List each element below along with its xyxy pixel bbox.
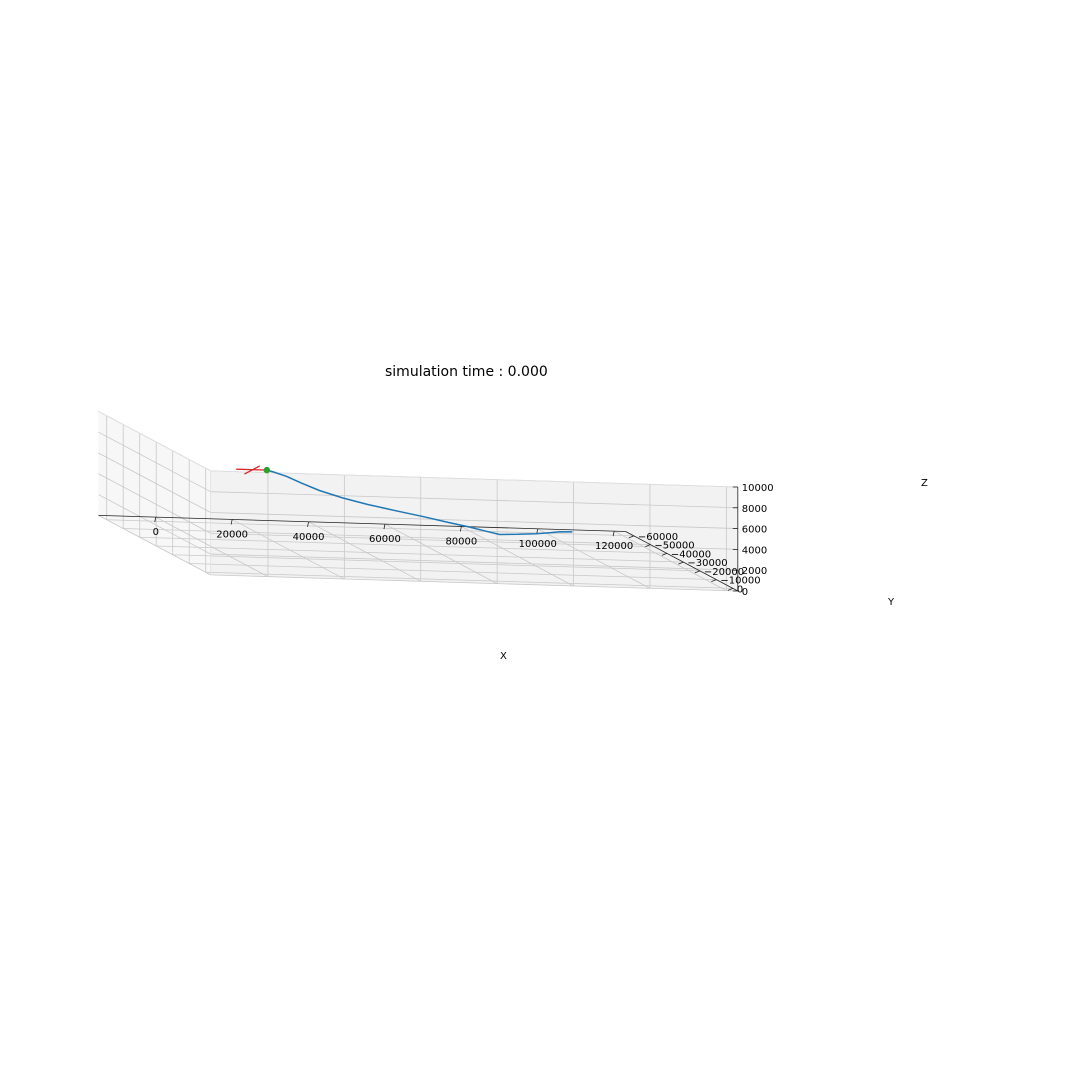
aircraft-marker-segment: [236, 468, 265, 471]
z-gridline-back: [210, 553, 738, 571]
y-tick-mark: [628, 535, 635, 539]
trajectory-line: [266, 469, 573, 536]
z-gridline-side: [98, 473, 211, 534]
x-gridline-floor: [155, 516, 269, 577]
y-gridline-floor: [123, 528, 651, 546]
z-tick-label: 4000: [742, 545, 767, 556]
z-gridline-side: [98, 431, 211, 493]
z-tick-label: 6000: [742, 525, 767, 536]
x-gridline-floor: [537, 528, 651, 589]
current-position-point: [263, 466, 271, 474]
x-tick-mark: [383, 524, 386, 530]
y-tick-label: −40000: [671, 549, 711, 560]
z-gridline-side: [98, 494, 211, 555]
y-axis-label: Y: [887, 597, 895, 608]
aircraft-marker-segment: [244, 465, 261, 475]
y-tick-label: 0: [737, 584, 743, 595]
y-axis-line: [625, 531, 738, 592]
x-tick-mark: [612, 531, 615, 537]
z-axis-label: Z: [921, 478, 928, 489]
z-gridline-side: [98, 452, 211, 513]
y-tick-label: −30000: [687, 558, 727, 569]
y-tick-mark: [645, 544, 651, 547]
x-axis-label: X: [500, 651, 507, 662]
chart-title: simulation time : 0.000: [385, 364, 548, 380]
y-gridline-floor: [205, 571, 733, 589]
y-tick-mark: [694, 570, 701, 574]
z-gridline-back: [210, 574, 738, 592]
x-tick-label: 0: [153, 527, 159, 538]
x-gridline-floor: [613, 530, 727, 591]
x-tick-mark: [230, 519, 233, 525]
y-tick-label: −20000: [704, 567, 744, 578]
y-gridline-floor: [156, 545, 684, 563]
z-gridline-back: [210, 532, 738, 550]
axis-lines: [98, 411, 739, 592]
z-tick-label: 10000: [742, 483, 774, 494]
x-tick-label: 120000: [595, 541, 633, 552]
x-gridline-floor: [461, 526, 574, 587]
series-layer: [236, 465, 573, 536]
y-tick-label: −50000: [654, 541, 694, 552]
y-gridline-floor: [139, 536, 667, 554]
z-gridline-back: [210, 491, 738, 509]
x-tick-label: 100000: [519, 539, 557, 550]
x-tick-label: 20000: [216, 529, 248, 540]
axes-panes: [98, 411, 738, 591]
pane-edge: [98, 411, 211, 472]
y-gridline-floor: [189, 563, 717, 581]
x-gridline-floor: [231, 519, 345, 580]
y-tick-mark: [661, 552, 668, 556]
y-tick-mark: [727, 587, 734, 591]
y-gridline-floor: [172, 554, 700, 572]
tick-labels: 0 20000 40000 60000 80000 100000 1200000−10000…: [153, 483, 774, 598]
x-gridline-floor: [308, 521, 421, 582]
x-gridline-floor: [384, 523, 498, 584]
x-tick-mark: [154, 517, 157, 523]
x-tick-label: 80000: [445, 536, 477, 547]
side-pane: [98, 411, 211, 575]
x-tick-mark: [307, 521, 309, 527]
y-tick-label: −60000: [638, 532, 678, 543]
y-tick-label: −10000: [720, 576, 760, 587]
z-tick-label: 8000: [742, 504, 767, 515]
z-tick-label: 0: [742, 587, 748, 598]
x-tick-label: 40000: [293, 532, 325, 543]
y-tick-mark: [678, 561, 684, 565]
y-tick-mark: [711, 579, 717, 582]
x-tick-mark: [459, 526, 462, 532]
pane-edge: [210, 470, 738, 488]
z-gridline-side: [98, 515, 211, 576]
x-tick-label: 60000: [369, 534, 401, 545]
z-tick-label: 2000: [742, 566, 767, 577]
z-gridline-back: [210, 512, 738, 529]
